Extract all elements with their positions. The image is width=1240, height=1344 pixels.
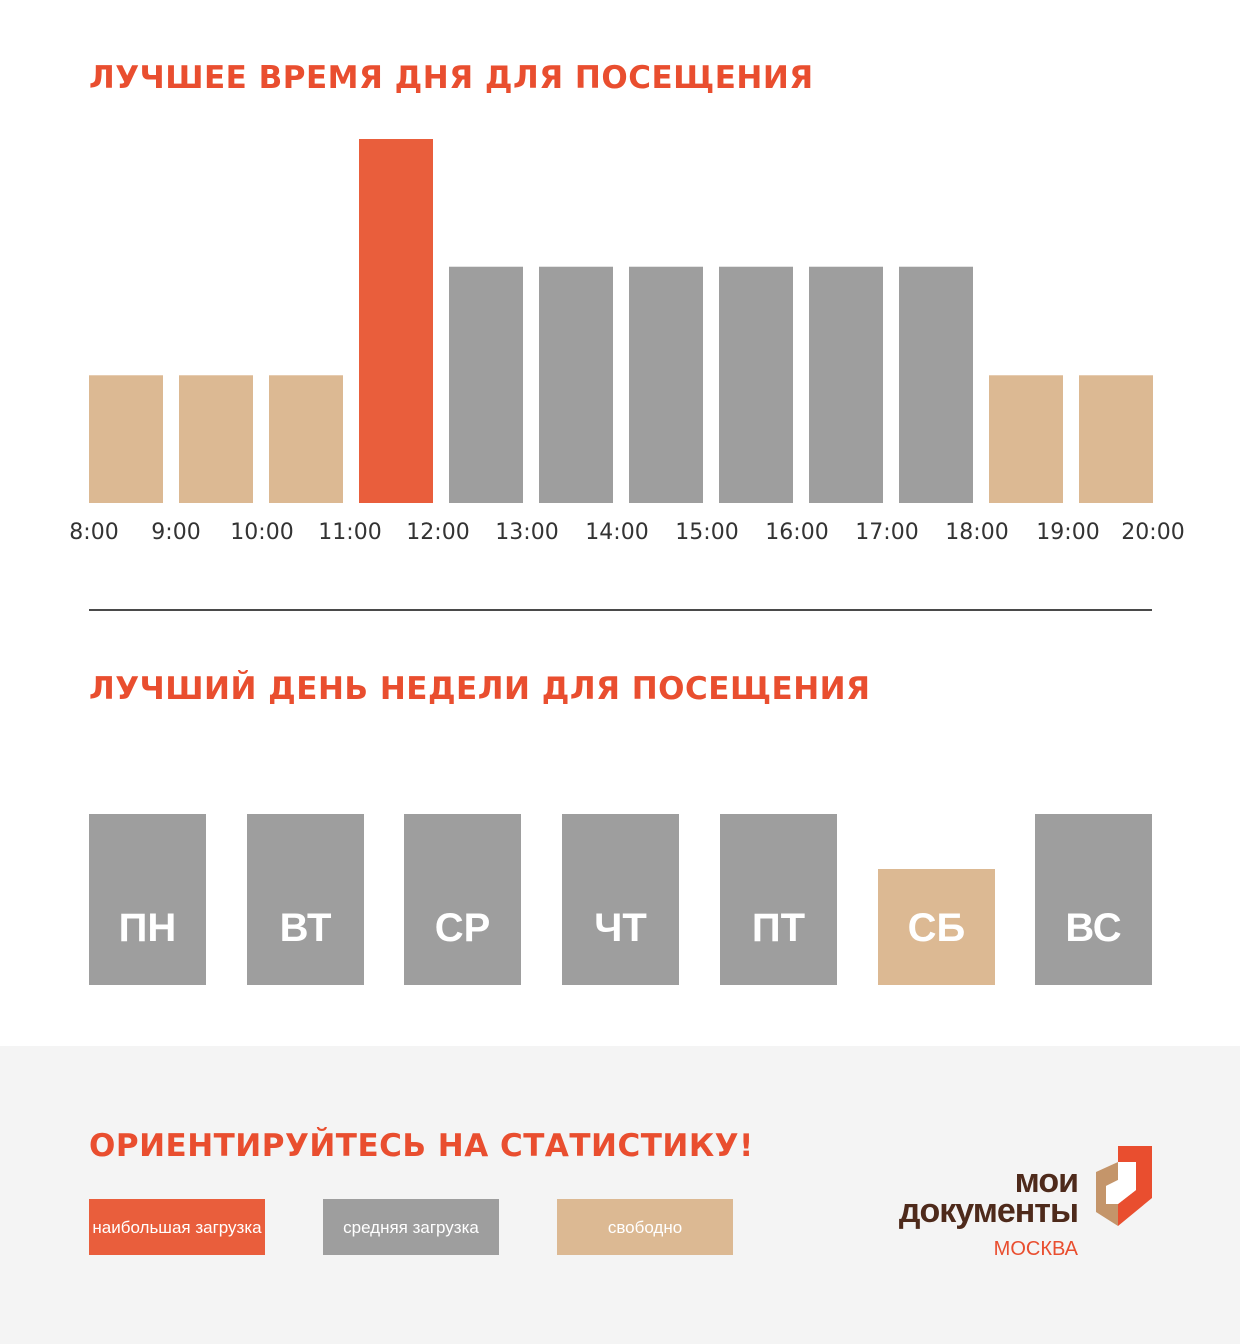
time-bar-10:00–11:00 <box>269 375 343 503</box>
legend-free: свободно <box>557 1199 733 1255</box>
x-tick-label: 15:00 <box>675 520 738 545</box>
time-bar-14:00–15:00 <box>629 266 703 503</box>
time-bar-9:00–10:00 <box>179 375 253 503</box>
day-label: СБ <box>907 906 966 950</box>
time-bar-13:00–14:00 <box>539 266 613 503</box>
x-tick-label: 16:00 <box>765 520 828 545</box>
x-tick-label: 11:00 <box>318 520 381 545</box>
legend-medium-label: средняя загрузка <box>343 1217 479 1237</box>
time-bar-19:00–20:00 <box>1079 375 1153 503</box>
day-label: СР <box>434 906 491 950</box>
x-tick-label: 17:00 <box>855 520 918 545</box>
legend-high-label: наибольшая загрузка <box>92 1217 262 1237</box>
x-tick-label: 10:00 <box>230 520 293 545</box>
time-bar-15:00–16:00 <box>719 266 793 503</box>
time-bar-16:00–17:00 <box>809 266 883 503</box>
x-tick-label: 13:00 <box>495 520 558 545</box>
day-label: ЧТ <box>594 906 647 950</box>
time-bar-18:00–19:00 <box>989 375 1063 503</box>
legend-free-label: свободно <box>607 1217 683 1237</box>
day-label: ПТ <box>751 906 806 950</box>
logo-line-2: документы <box>898 1192 1079 1230</box>
time-bar-8:00–9:00 <box>89 375 163 503</box>
day-bar-4: ПТ <box>720 814 837 985</box>
footer-title: ОРИЕНТИРУЙТЕСЬ НА СТАТИСТИКУ! <box>89 1128 754 1164</box>
time-of-day-chart: 8:00 9:00 10:00 11:00 12:00 13:00 14:00 15:00 16… <box>69 139 1185 545</box>
day-label: ВС <box>1065 906 1122 950</box>
section-divider <box>89 609 1152 611</box>
x-tick-label: 8:00 <box>69 520 118 545</box>
x-tick-label: 12:00 <box>406 520 469 545</box>
legend-high-load: наибольшая загрузка <box>89 1199 265 1255</box>
time-chart-title: ЛУЧШЕЕ ВРЕМЯ ДНЯ ДЛЯ ПОСЕЩЕНИЯ <box>89 60 814 96</box>
day-label: ВТ <box>279 906 332 950</box>
day-label: ПН <box>118 906 177 950</box>
day-bar-6: ВС <box>1035 814 1152 985</box>
day-bar-5: СБ <box>878 869 995 985</box>
day-chart-title: ЛУЧШИЙ ДЕНЬ НЕДЕЛИ ДЛЯ ПОСЕЩЕНИЯ <box>89 671 871 707</box>
x-tick-label: 19:00 <box>1036 520 1099 545</box>
logo-city: МОСКВА <box>993 1238 1078 1260</box>
day-bar-3: ЧТ <box>562 814 679 985</box>
time-bar-11:00–12:00 <box>359 139 433 503</box>
moi-dokumenty-logo: мои документы МОСКВА <box>870 1146 1160 1266</box>
x-tick-label: 18:00 <box>945 520 1008 545</box>
footer-panel <box>0 1046 1240 1344</box>
time-bar-12:00–13:00 <box>449 266 523 503</box>
x-tick-label: 20:00 <box>1121 520 1184 545</box>
day-bar-2: СР <box>404 814 521 985</box>
x-tick-label: 14:00 <box>585 520 648 545</box>
time-bar-17:00–18:00 <box>899 266 973 503</box>
logo-emblem-icon <box>1096 1146 1152 1226</box>
x-tick-label: 9:00 <box>151 520 200 545</box>
legend-medium-load: средняя загрузка <box>323 1199 499 1255</box>
day-bar-1: ВТ <box>247 814 364 985</box>
day-bar-0: ПН <box>89 814 206 985</box>
logo-line-1: мои <box>1014 1162 1079 1200</box>
